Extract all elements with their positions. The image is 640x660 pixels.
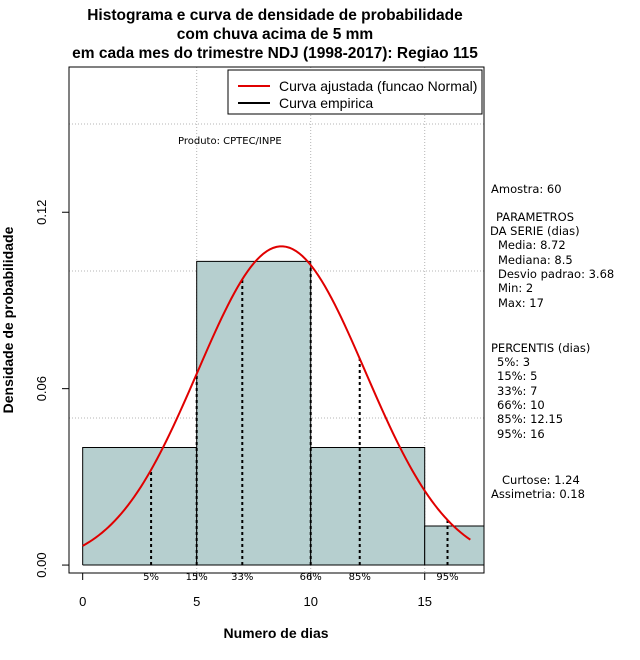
x-axis-title: Numero de dias <box>223 625 328 641</box>
stat-pct-title: PERCENTIS (dias) <box>491 341 590 355</box>
stat-params-title-2: DA SERIE (dias) <box>490 224 580 238</box>
histogram-bar <box>424 525 484 566</box>
chart-title-line-1: Histograma e curva de densidade de proba… <box>87 7 463 24</box>
x-tick-label: 0 <box>79 594 86 609</box>
y-tick-label: 0.00 <box>34 552 49 577</box>
credit-text: Produto: CPTEC/INPE <box>178 136 282 147</box>
histogram-bar <box>310 447 425 566</box>
percentile-label: 85% <box>349 572 371 583</box>
stat-p95: 95%: 16 <box>497 427 545 441</box>
stat-params-title-1: PARAMETROS <box>496 210 574 224</box>
stat-max: Max: 17 <box>498 296 544 310</box>
stat-p66: 66%: 10 <box>497 398 545 412</box>
stats-panel: Amostra: 60 PARAMETROS DA SERIE (dias) M… <box>490 182 614 501</box>
histogram-bar <box>196 261 311 566</box>
y-tick-label: 0.06 <box>34 376 49 401</box>
stat-mediana: Mediana: 8.5 <box>498 253 573 267</box>
stat-p15: 15%: 5 <box>497 369 537 383</box>
y-axis-title: Densidade de probabilidade <box>0 226 16 413</box>
legend-normal-label: Curva ajustada (funcao Normal) <box>279 78 477 94</box>
stat-min: Min: 2 <box>498 281 533 295</box>
normal-curve-layer <box>82 245 471 547</box>
percentile-label: 33% <box>231 572 253 583</box>
normal-curve <box>82 245 471 547</box>
x-tick-label: 10 <box>303 594 317 609</box>
stat-curtose: Curtose: 1.24 <box>502 473 580 487</box>
stat-p85: 85%: 12.15 <box>497 412 563 426</box>
stat-desvio: Desvio padrao: 3.68 <box>498 267 614 281</box>
chart-title-line-3: em cada mes do trimestre NDJ (1998-2017)… <box>72 45 478 62</box>
y-axis: 0.00 0.06 0.12 <box>34 200 70 578</box>
legend: Curva ajustada (funcao Normal) Curva emp… <box>227 69 483 115</box>
histogram-bar-outline <box>310 446 426 566</box>
legend-empirical-label: Curva empirica <box>279 95 373 111</box>
percentile-label: 95% <box>436 572 458 583</box>
x-tick-label: 5 <box>193 594 200 609</box>
stat-assimetria: Assimetria: 0.18 <box>491 487 585 501</box>
chart-title-line-2: com chuva acima de 5 mm <box>177 26 373 43</box>
x-tick-label: 15 <box>417 594 431 609</box>
histogram-bars <box>82 260 484 566</box>
stat-media: Media: 8.72 <box>498 238 566 252</box>
legend-box <box>227 69 483 115</box>
percentile-label: 5% <box>143 572 159 583</box>
histogram-bar-outline <box>424 525 484 566</box>
histogram-bar <box>82 447 197 566</box>
y-tick-label: 0.12 <box>34 200 49 225</box>
stat-p33: 33%: 7 <box>497 384 537 398</box>
stat-p5: 5%: 3 <box>497 355 530 369</box>
x-axis: 0 5 10 15 <box>79 572 432 609</box>
stat-amostra: Amostra: 60 <box>491 182 562 196</box>
